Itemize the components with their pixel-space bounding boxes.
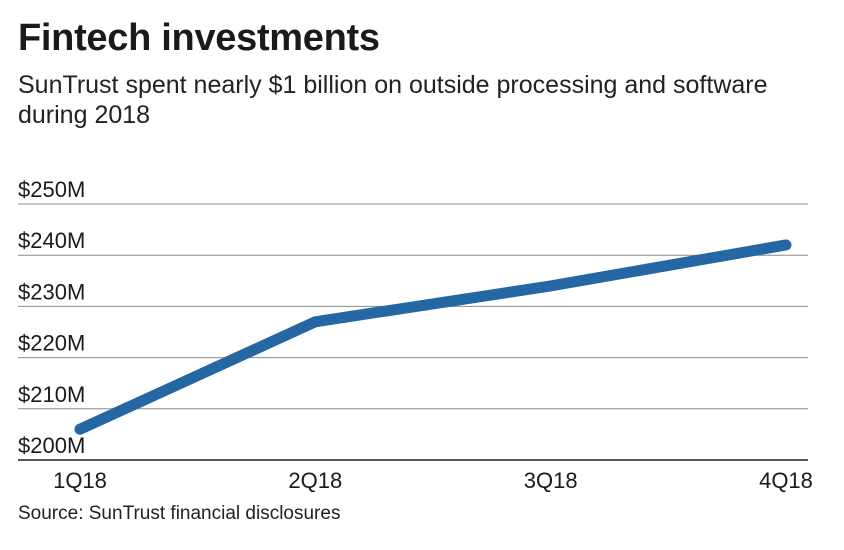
series-line: [74, 239, 792, 435]
gridlines: [18, 203, 808, 461]
y-tick-label: $220M: [18, 331, 85, 356]
x-tick-label: 4Q18: [759, 468, 813, 493]
x-axis-tick-labels: 1Q18 2Q18 3Q18 4Q18: [53, 468, 813, 493]
y-tick-label: $240M: [18, 228, 85, 253]
y-tick-label: $200M: [18, 433, 85, 458]
x-tick-label: 2Q18: [288, 468, 342, 493]
source-note: Source: SunTrust financial disclosures: [18, 503, 341, 524]
x-tick-label: 3Q18: [524, 468, 578, 493]
series-lines: [74, 239, 792, 435]
chart-title: Fintech investments: [18, 17, 380, 59]
y-tick-label: $250M: [18, 177, 85, 202]
y-tick-label: $230M: [18, 279, 85, 304]
y-tick-label: $210M: [18, 382, 85, 407]
x-tick-label: 1Q18: [53, 468, 107, 493]
chart-subtitle: SunTrust spent nearly $1 billion on outs…: [18, 71, 768, 129]
y-axis-tick-labels: $200M $210M $220M $230M $240M $250M: [18, 177, 85, 458]
